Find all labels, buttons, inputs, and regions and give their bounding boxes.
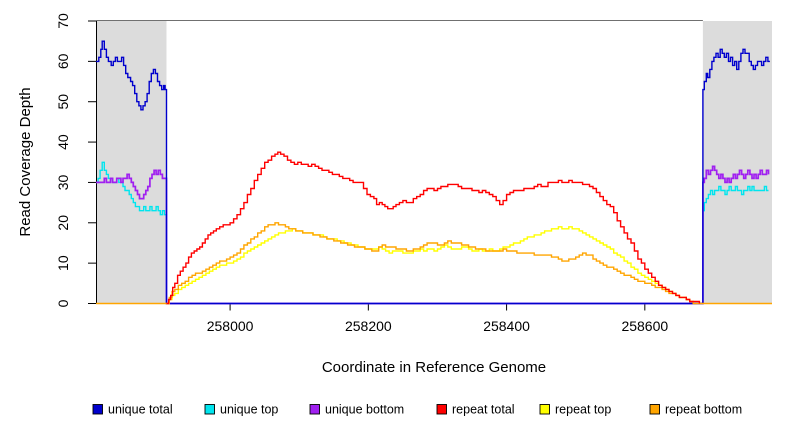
legend-swatch-repeat-total (436, 404, 447, 415)
legend-label-unique-total: unique total (108, 403, 173, 417)
series-line-repeat-top (166, 226, 694, 305)
legend-label-repeat-top: repeat top (555, 403, 611, 417)
y-axis-title: Read Coverage Depth (17, 87, 34, 236)
shaded-regions (96, 21, 772, 304)
shaded-region-0 (96, 21, 167, 304)
legend-label-repeat-bottom: repeat bottom (665, 403, 742, 417)
y-tick-label: 20 (55, 215, 71, 231)
legend: unique total unique top unique bottom repea… (92, 403, 742, 417)
x-tick-label: 258400 (483, 318, 530, 334)
legend-swatch-unique-bottom (309, 404, 320, 415)
y-axis-ticks: 0 10 20 30 40 50 60 70 (55, 13, 97, 307)
legend-label-repeat-total: repeat total (452, 403, 515, 417)
legend-swatch-unique-top (204, 404, 215, 415)
legend-label-unique-bottom: unique bottom (325, 403, 404, 417)
y-tick-label: 0 (55, 299, 71, 307)
x-axis-ticks: 258000 258200 258400 258600 (207, 303, 668, 334)
series-line-repeat-total (166, 151, 701, 305)
y-tick-label: 40 (55, 134, 71, 150)
legend-swatch-repeat-bottom (649, 404, 660, 415)
y-tick-label: 60 (55, 53, 71, 69)
legend-swatch-unique-total (92, 404, 103, 415)
legend-label-unique-top: unique top (220, 403, 278, 417)
x-tick-label: 258000 (207, 318, 254, 334)
y-tick-label: 10 (55, 255, 71, 271)
legend-swatch-repeat-top (539, 404, 550, 415)
x-axis-title: Coordinate in Reference Genome (322, 359, 546, 376)
series-lines (96, 40, 772, 305)
series-line-repeat-bottom (96, 222, 772, 305)
y-tick-label: 70 (55, 13, 71, 29)
shaded-region-1 (702, 21, 772, 304)
series-line-unique-top (96, 161, 769, 305)
x-tick-label: 258200 (345, 318, 392, 334)
series-line-unique-bottom (96, 165, 770, 305)
y-tick-label: 30 (55, 174, 71, 190)
y-tick-label: 50 (55, 94, 71, 110)
x-tick-label: 258600 (621, 318, 668, 334)
series-line-unique-total (96, 40, 770, 305)
